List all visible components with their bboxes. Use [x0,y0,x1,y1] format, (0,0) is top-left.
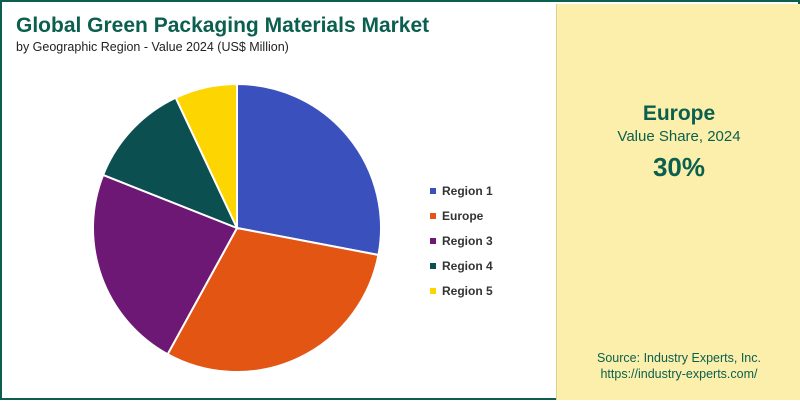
highlight-panel: Europe Value Share, 2024 30% Source: Ind… [556,4,800,400]
legend-label: Region 5 [442,283,493,298]
pie-slice-europe [166,226,380,373]
chart-subtitle: by Geographic Region - Value 2024 (US$ M… [16,40,289,54]
legend-item: Region 4 [430,253,493,278]
pie-chart [92,82,382,373]
legend-label: Region 1 [442,183,493,198]
legend-label: Region 4 [442,258,493,273]
legend-swatch [430,287,436,294]
pie-slice-region-5 [174,82,238,229]
legend-swatch [430,237,436,244]
pie-slice-region-4 [101,96,239,230]
legend-item: Region 1 [430,178,493,203]
legend-item: Europe [430,203,493,228]
legend-swatch [430,262,436,269]
chart-legend: Region 1 Europe Region 3 Region 4 Region 5 [430,178,493,303]
legend-swatch [430,187,436,194]
legend-item: Region 5 [430,278,493,303]
chart-title: Global Green Packaging Materials Market [16,14,430,37]
source-url[interactable]: https://industry-experts.com/ [600,367,758,381]
source-line: Source: Industry Experts, Inc. [597,351,761,365]
highlight-label: Value Share, 2024 [617,128,741,145]
source-note: Source: Industry Experts, Inc. https://i… [557,350,800,382]
legend-swatch [430,212,436,219]
legend-label: Region 3 [442,233,493,248]
pie-slice-region-1 [236,82,382,257]
pie-slice-region-3 [92,173,239,356]
highlight-value: 30% [652,152,706,182]
highlight-region: Europe [642,102,716,125]
legend-item: Region 3 [430,228,493,253]
legend-label: Europe [442,208,484,223]
